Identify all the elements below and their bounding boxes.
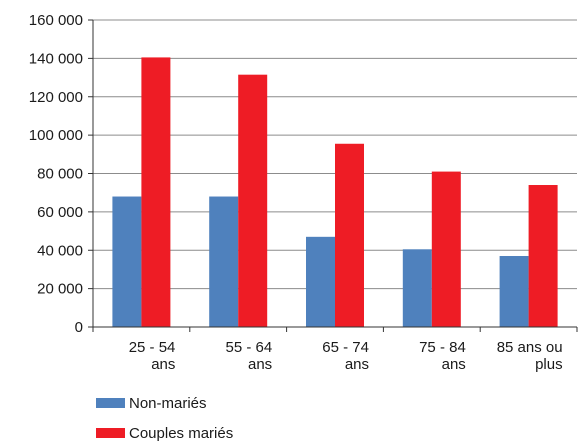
legend-swatch xyxy=(96,428,125,438)
y-tick-label: 120 000 xyxy=(29,89,83,106)
bar-non-maries xyxy=(306,236,335,327)
x-tick-label: ans xyxy=(151,356,175,373)
bars xyxy=(112,57,558,328)
legend-label: Non-mariés xyxy=(129,395,207,412)
bar-couples-maries xyxy=(238,74,268,327)
y-tick-label: 80 000 xyxy=(37,166,83,183)
x-tick-label: plus xyxy=(535,356,563,373)
y-tick-label: 40 000 xyxy=(37,242,83,259)
legend-swatch xyxy=(96,398,125,408)
y-tick-labels: 0 20 000 40 000 60 000 80 000 100 000 120 000 1… xyxy=(29,12,83,336)
bar-non-maries xyxy=(402,249,432,327)
bar-non-maries xyxy=(112,196,142,327)
y-tick-label: 60 000 xyxy=(37,204,83,221)
axes xyxy=(88,19,578,332)
x-tick-label: ans xyxy=(442,356,466,373)
legend-label: Couples mariés xyxy=(129,425,233,442)
x-tick-label: ans xyxy=(248,356,272,373)
x-tick-label: ans xyxy=(345,356,369,373)
bar-non-maries xyxy=(499,256,529,327)
y-tick-label: 0 xyxy=(75,319,83,336)
x-tick-label: 65 - 74 xyxy=(322,339,369,356)
legend: Non-mariés Couples mariés xyxy=(96,395,233,442)
bar-couples-maries xyxy=(528,185,558,327)
y-tick-label: 20 000 xyxy=(37,281,83,298)
bar-couples-maries xyxy=(335,143,364,327)
x-tick-label: 85 ans ou xyxy=(497,339,563,356)
bar-couples-maries xyxy=(141,57,171,328)
y-tick-label: 160 000 xyxy=(29,12,83,29)
bar-non-maries xyxy=(209,196,239,327)
bar-couples-maries xyxy=(431,171,461,327)
x-tick-label: 55 - 64 xyxy=(225,339,272,356)
y-tick-label: 100 000 xyxy=(29,127,83,144)
x-tick-label: 25 - 54 xyxy=(129,339,176,356)
y-tick-label: 140 000 xyxy=(29,50,83,67)
x-tick-label: 75 - 84 xyxy=(419,339,466,356)
